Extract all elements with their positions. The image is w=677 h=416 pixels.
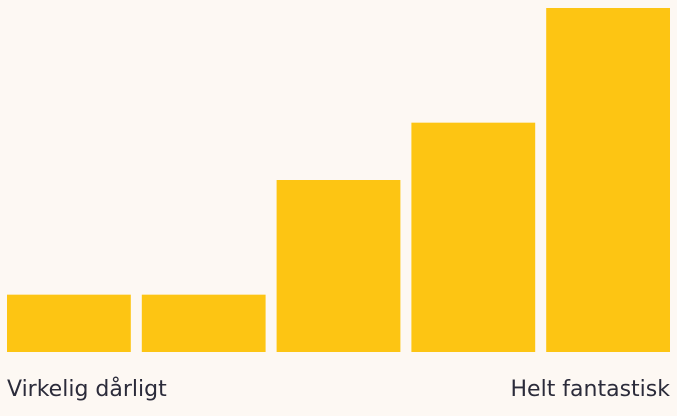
bar-5 [546, 8, 670, 352]
bar-1 [7, 294, 131, 352]
bar-3 [276, 180, 401, 352]
bars-group [7, 8, 670, 352]
scale-high-label: Helt fantastisk [510, 377, 671, 402]
bar-4 [411, 122, 536, 352]
scale-low-label: Virkelig dårligt [7, 377, 167, 402]
bar-2 [141, 294, 266, 352]
